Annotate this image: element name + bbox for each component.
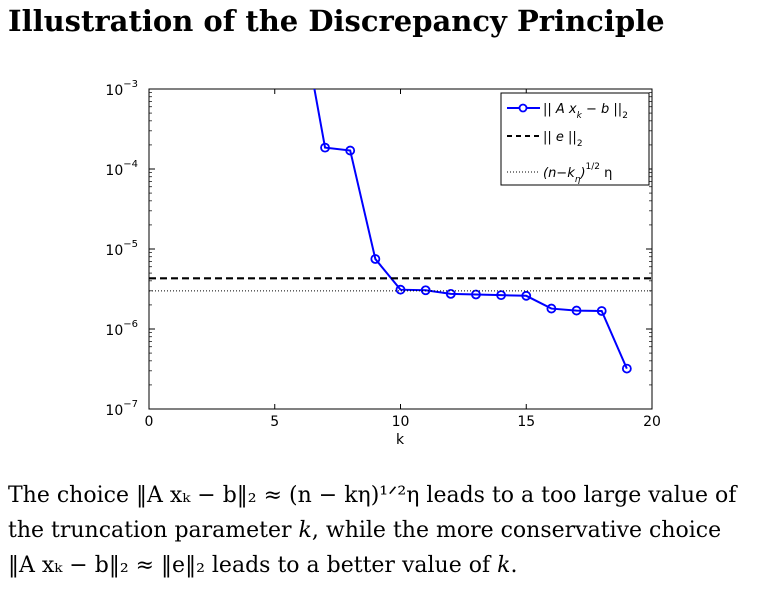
y-ticks: 10−3 10−4 10−5 10−6 10−7 xyxy=(105,79,652,419)
legend-noise-label: || e ||2 xyxy=(543,130,583,149)
legend-residual-label: || A xk − b ||2 xyxy=(543,102,628,121)
legend-entry-residual: || A xk − b ||2 xyxy=(507,102,628,121)
legend-box xyxy=(500,92,650,186)
data-point-k17 xyxy=(571,305,582,316)
y-tick-label-0: 10−3 xyxy=(105,79,138,99)
data-point-k9 xyxy=(370,254,381,264)
x-tick-label-20: 20 xyxy=(643,414,661,430)
data-point-k19 xyxy=(621,363,632,374)
legend-residual-marker xyxy=(518,103,528,113)
data-point-k13 xyxy=(471,289,481,300)
y-tick-label-1: 10−4 xyxy=(105,159,138,179)
minor-ticks xyxy=(149,92,652,386)
plot-lines xyxy=(149,89,652,374)
data-point-k12 xyxy=(445,288,456,299)
legend: || A xk − b ||2 || e ||2 (n−kη)1/2 η xyxy=(500,92,650,186)
math-residual-approx-threshold: ‖A xₖ − b‖₂ ≈ (n − kη)¹ᐟ²η xyxy=(135,483,420,508)
data-point-k16 xyxy=(546,303,557,314)
discrepancy-chart: 0 5 10 15 20 10−3 10−4 10−5 10−6 10−7 k || A xk … xyxy=(105,79,661,448)
x-ticks: 0 5 10 15 20 xyxy=(145,89,661,430)
caption: The choice ‖A xₖ − b‖₂ ≈ (n − kη)¹ᐟ²η le… xyxy=(8,478,773,583)
x-tick-label-5: 5 xyxy=(270,414,279,430)
legend-threshold-label: (n−kη)1/2 η xyxy=(543,162,612,185)
caption-line-2: the truncation parameter k, while the mo… xyxy=(8,518,722,543)
page-title: Illustration of the Discrepancy Principl… xyxy=(8,4,665,38)
math-residual-approx-noise: ‖A xₖ − b‖₂ ≈ ‖e‖₂ xyxy=(8,553,205,578)
y-tick-label-3: 10−6 xyxy=(105,319,138,339)
caption-line-1: The choice ‖A xₖ − b‖₂ ≈ (n − kη)¹ᐟ²η le… xyxy=(8,483,737,508)
y-tick-label-2: 10−5 xyxy=(105,239,138,259)
math-k: k xyxy=(298,518,312,543)
data-point-k7 xyxy=(320,142,330,153)
x-tick-label-0: 0 xyxy=(145,414,154,430)
data-point-k18 xyxy=(596,306,607,316)
x-axis-label: k xyxy=(396,432,405,448)
data-point-k14 xyxy=(496,290,507,301)
x-tick-label-10: 10 xyxy=(392,414,410,430)
data-point-k11 xyxy=(420,285,431,296)
y-tick-label-4: 10−7 xyxy=(105,399,138,419)
data-point-k10 xyxy=(395,284,406,295)
legend-entry-noise: || e ||2 xyxy=(507,130,583,149)
data-point-k8 xyxy=(345,145,356,156)
legend-entry-threshold: (n−kη)1/2 η xyxy=(507,162,612,185)
caption-line-3: ‖A xₖ − b‖₂ ≈ ‖e‖₂ leads to a better val… xyxy=(8,553,518,578)
math-k: k xyxy=(497,553,511,578)
x-tick-label-15: 15 xyxy=(517,414,535,430)
data-point-k15 xyxy=(521,290,532,301)
